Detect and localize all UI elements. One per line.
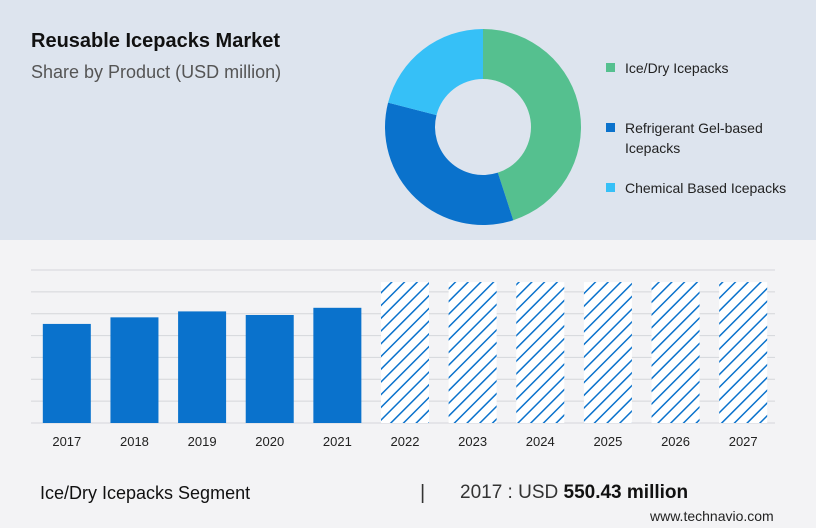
x-tick-label-2018: 2018	[120, 434, 149, 449]
legend-item-refrigerant-gel: Refrigerant Gel-based Icepacks	[606, 118, 800, 158]
bar-2022	[381, 282, 429, 423]
legend-label-refrigerant-gel: Refrigerant Gel-based Icepacks	[625, 120, 763, 156]
donut-chart	[385, 29, 581, 225]
donut-slice-refrigerant-gel-based-icepacks	[385, 102, 514, 225]
x-tick-label-2022: 2022	[391, 434, 420, 449]
x-tick-label-2020: 2020	[255, 434, 284, 449]
bar-2018	[110, 317, 159, 423]
legend-swatch-chemical	[606, 183, 615, 192]
legend-swatch-refrigerant-gel	[606, 123, 615, 132]
x-tick-label-2023: 2023	[458, 434, 487, 449]
x-tick-label-2017: 2017	[52, 434, 81, 449]
x-tick-label-2024: 2024	[526, 434, 555, 449]
legend-item-chemical: Chemical Based Icepacks	[606, 178, 800, 198]
legend-swatch-ice-dry	[606, 63, 615, 72]
footer-separator: |	[420, 482, 426, 504]
bar-2020	[245, 315, 294, 423]
x-tick-label-2026: 2026	[661, 434, 690, 449]
bar-2026	[651, 282, 700, 423]
chart-subtitle: Share by Product (USD million)	[31, 62, 282, 82]
segment-value: 2017 : USD 550.43 million	[460, 482, 688, 504]
donut-slice-ice-dry-icepacks	[483, 29, 581, 221]
x-tick-label-2027: 2027	[729, 434, 758, 449]
chart-title: Reusable Icepacks Market	[31, 30, 281, 52]
x-tick-label-2025: 2025	[593, 434, 622, 449]
segment-label: Ice/Dry Icepacks Segment	[40, 483, 251, 503]
legend-label-chemical: Chemical Based Icepacks	[625, 180, 787, 196]
bar-2019	[178, 311, 227, 423]
x-tick-label-2021: 2021	[323, 434, 352, 449]
x-tick-label-2019: 2019	[188, 434, 217, 449]
bar-2017	[42, 323, 91, 423]
legend-item-ice-dry: Ice/Dry Icepacks	[606, 58, 800, 78]
bar-2021	[313, 307, 362, 423]
donut-slice-chemical-based-icepacks	[388, 29, 483, 116]
bar-2027	[719, 282, 768, 423]
legend-label-ice-dry: Ice/Dry Icepacks	[625, 60, 729, 76]
bar-2024	[516, 282, 565, 423]
source-url: www.technavio.com	[650, 508, 774, 524]
bar-2025	[583, 282, 632, 423]
segment-value-amount: 550.43 million	[563, 482, 689, 503]
bar-chart: 2017 2018 2019 2020 2021 2022 2023 2024 2025 2026…	[31, 269, 775, 449]
bar-2023	[448, 282, 497, 423]
segment-value-prefix: 2017 : USD	[460, 482, 559, 503]
